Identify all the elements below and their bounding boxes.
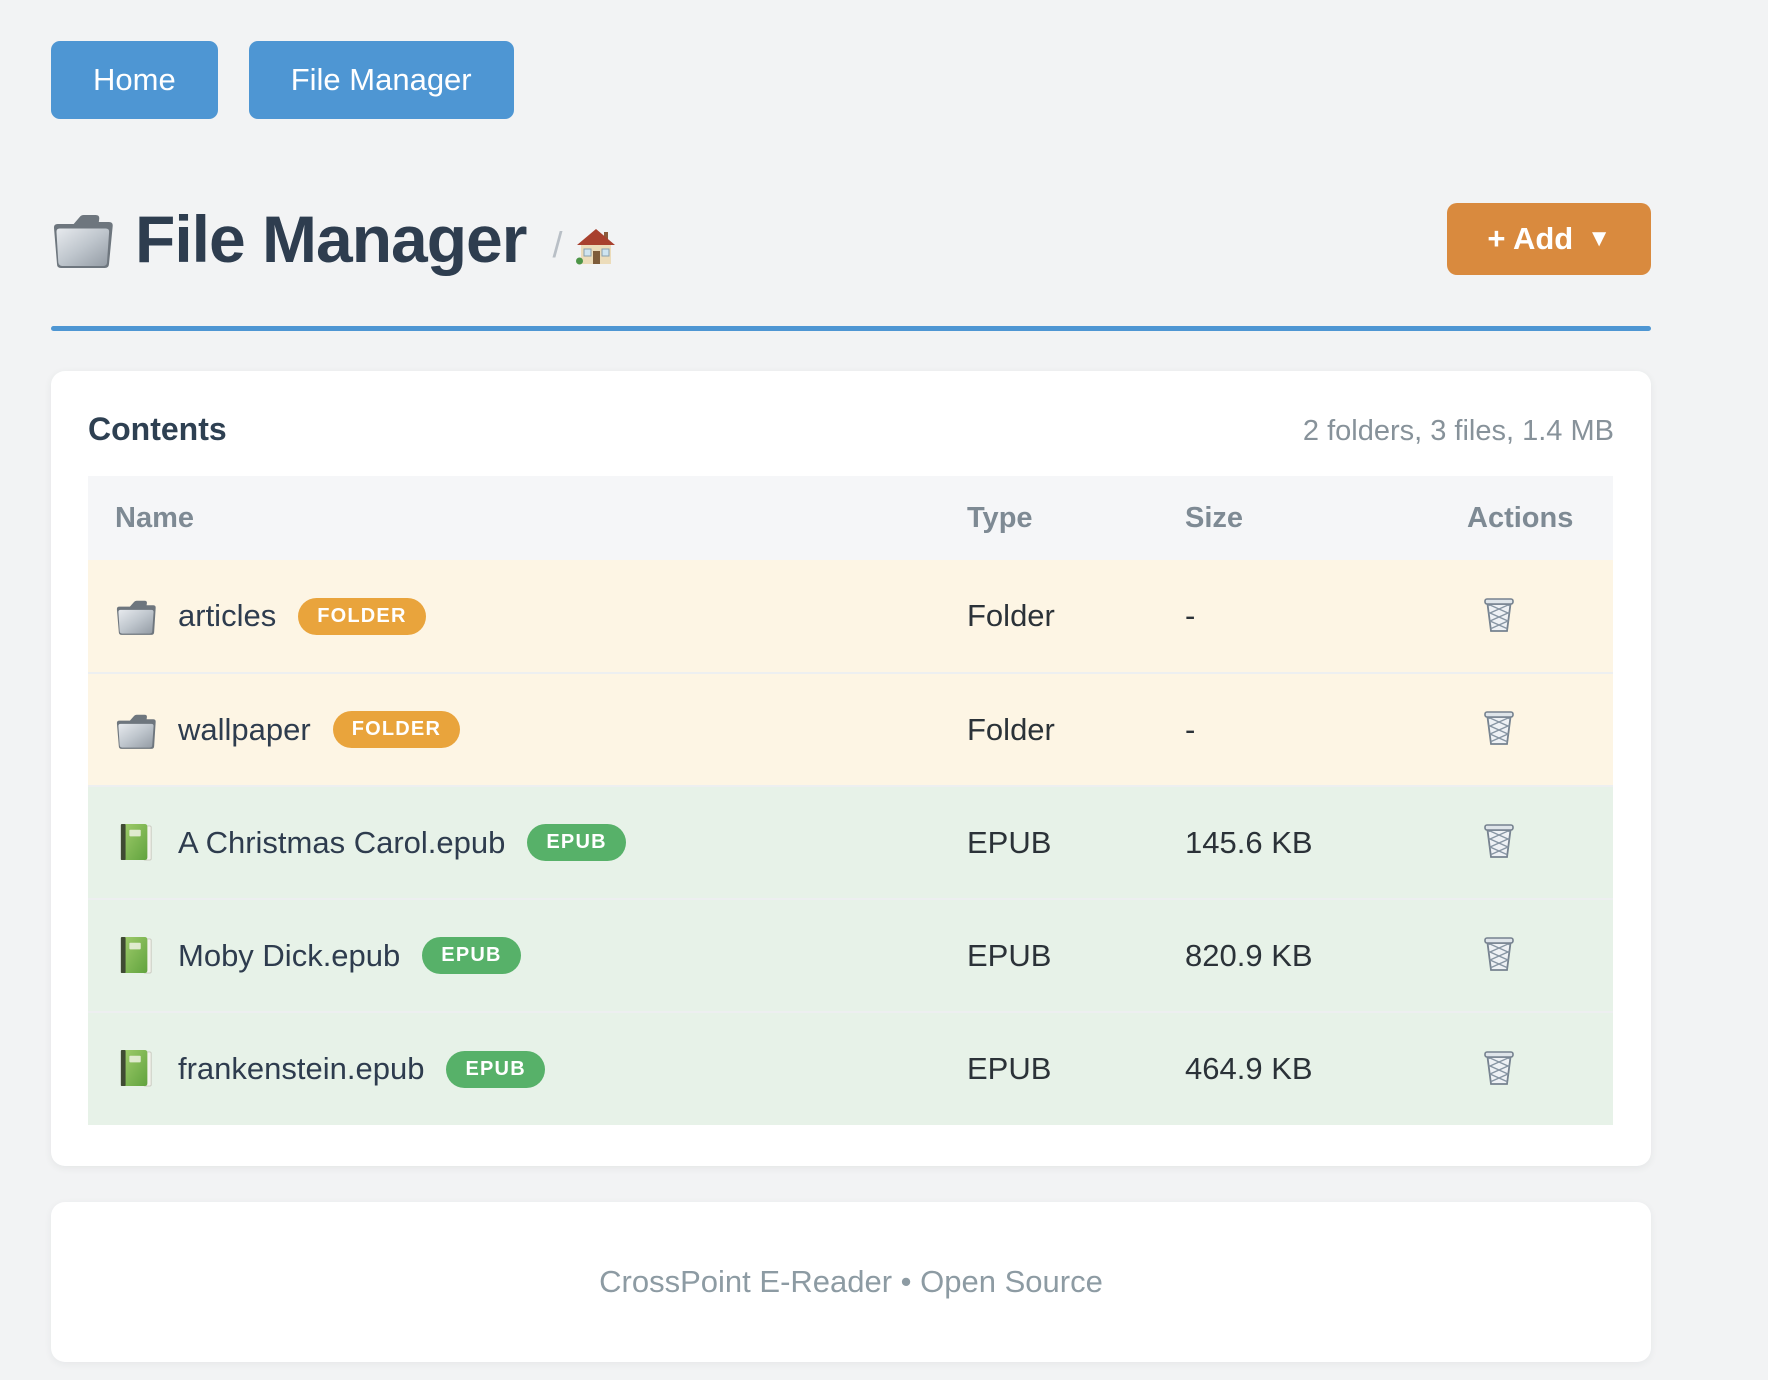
green-book-icon: [115, 935, 157, 977]
type-cell: Folder: [967, 598, 1055, 633]
table-row: A Christmas Carol.epub EPUB EPUB 145.6 K…: [88, 786, 1613, 899]
column-header-name: Name: [88, 476, 967, 560]
file-name-link[interactable]: A Christmas Carol.epub: [178, 824, 506, 860]
delete-button[interactable]: [1481, 821, 1517, 864]
green-book-icon: [115, 1048, 157, 1090]
type-cell: EPUB: [967, 937, 1052, 973]
trash-icon: [1481, 595, 1517, 638]
house-icon[interactable]: [576, 228, 616, 266]
top-nav: Home File Manager: [51, 0, 1651, 119]
size-cell: -: [1185, 598, 1196, 633]
folder-icon: [115, 709, 157, 751]
add-button[interactable]: + Add ▼: [1447, 203, 1651, 275]
type-cell: EPUB: [967, 1051, 1052, 1086]
footer-text: CrossPoint E-Reader • Open Source: [599, 1264, 1103, 1299]
table-row: Moby Dick.epub EPUB EPUB 820.9 KB: [88, 899, 1613, 1012]
file-name-link[interactable]: articles: [178, 598, 277, 633]
title-divider: [51, 326, 1651, 331]
table-header-row: Name Type Size Actions: [88, 476, 1613, 560]
contents-summary: 2 folders, 3 files, 1.4 MB: [1302, 415, 1614, 447]
type-badge: EPUB: [446, 1050, 545, 1088]
size-cell: 464.9 KB: [1185, 1051, 1313, 1086]
page-title: File Manager: [135, 202, 527, 276]
size-cell: 820.9 KB: [1185, 937, 1313, 973]
trash-icon: [1481, 821, 1517, 864]
nav-home-button[interactable]: Home: [51, 41, 218, 119]
column-header-size: Size: [1185, 476, 1467, 560]
green-book-icon: [115, 822, 157, 864]
column-header-actions: Actions: [1467, 476, 1613, 560]
footer: CrossPoint E-Reader • Open Source: [51, 1202, 1651, 1362]
table-row: wallpaper FOLDER Folder -: [88, 673, 1613, 786]
folder-icon: [51, 210, 115, 268]
contents-card: Contents 2 folders, 3 files, 1.4 MB Name…: [51, 371, 1651, 1166]
type-cell: Folder: [967, 711, 1055, 747]
type-badge: EPUB: [527, 824, 626, 861]
file-name-link[interactable]: Moby Dick.epub: [178, 937, 401, 973]
page-header: File Manager / + Add ▼: [51, 195, 1651, 283]
contents-heading: Contents: [88, 411, 227, 447]
type-badge: EPUB: [422, 937, 521, 974]
nav-file-manager-button[interactable]: File Manager: [248, 41, 514, 119]
file-name-link[interactable]: frankenstein.epub: [178, 1051, 425, 1086]
chevron-down-icon: ▼: [1587, 225, 1611, 252]
file-name-link[interactable]: wallpaper: [178, 711, 311, 747]
size-cell: -: [1185, 711, 1196, 747]
table-row: articles FOLDER Folder -: [88, 560, 1613, 673]
type-cell: EPUB: [967, 824, 1052, 860]
trash-icon: [1481, 1048, 1517, 1091]
add-button-label: + Add: [1487, 221, 1574, 256]
size-cell: 145.6 KB: [1185, 824, 1313, 860]
trash-icon: [1481, 708, 1517, 751]
folder-icon: [115, 595, 157, 637]
breadcrumb-separator: /: [552, 224, 563, 265]
file-table: Name Type Size Actions articles: [88, 476, 1613, 1125]
column-header-type: Type: [967, 476, 1185, 560]
table-row: frankenstein.epub EPUB EPUB 464.9 KB: [88, 1012, 1613, 1125]
trash-icon: [1481, 934, 1517, 977]
delete-button[interactable]: [1481, 934, 1517, 977]
type-badge: FOLDER: [298, 597, 426, 635]
delete-button[interactable]: [1481, 595, 1517, 638]
delete-button[interactable]: [1481, 708, 1517, 751]
type-badge: FOLDER: [332, 711, 461, 748]
delete-button[interactable]: [1481, 1048, 1517, 1091]
